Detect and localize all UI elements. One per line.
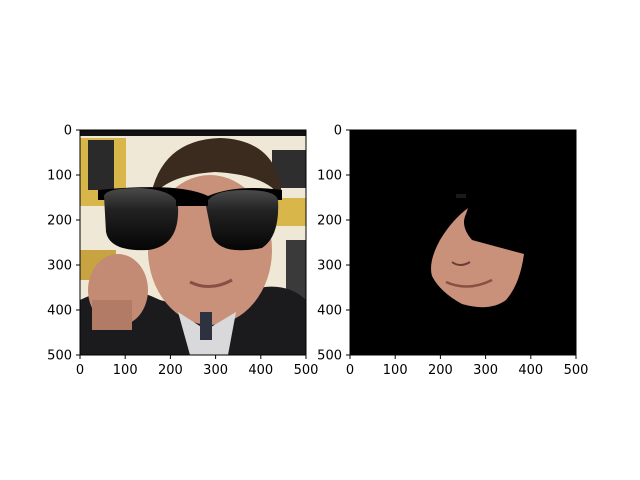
- left-xtick-label: 0: [76, 363, 84, 378]
- left-ytick-label: 500: [47, 349, 72, 364]
- right-xtick-label: 400: [518, 363, 543, 378]
- right-xtick-label: 300: [473, 363, 498, 378]
- right-axis-ticks: 0 100 200 300 400 500 0 100 200 300 400 500: [317, 124, 588, 379]
- right-ytick-label: 400: [317, 304, 342, 319]
- right-ytick-label: 100: [317, 169, 342, 184]
- left-ytick-label: 400: [47, 304, 72, 319]
- left-xtick-label: 500: [294, 363, 319, 378]
- left-xtick-label: 200: [158, 363, 183, 378]
- right-xtick-label: 500: [564, 363, 589, 378]
- left-image: [80, 130, 306, 355]
- left-ytick-label: 200: [47, 214, 72, 229]
- left-xtick-label: 100: [113, 363, 138, 378]
- right-ytick-label: 300: [317, 259, 342, 274]
- right-ytick-label: 0: [334, 124, 342, 139]
- left-axis-ticks: 0 100 200 300 400 500 0 100 200 300 400 500: [47, 124, 318, 379]
- left-xtick-label: 300: [203, 363, 228, 378]
- right-ytick-label: 200: [317, 214, 342, 229]
- sunglasses-overlay: [98, 187, 282, 251]
- right-image: [350, 130, 576, 355]
- left-ytick-label: 0: [64, 124, 72, 139]
- left-axes-frame: [79, 129, 307, 356]
- right-axes-frame: [349, 129, 577, 356]
- right-xtick-label: 0: [346, 363, 354, 378]
- right-xtick-label: 100: [383, 363, 408, 378]
- left-ytick-label: 300: [47, 259, 72, 274]
- face-mask: [431, 208, 524, 308]
- right-xtick-label: 200: [428, 363, 453, 378]
- right-ytick-label: 500: [317, 349, 342, 364]
- left-xtick-label: 400: [248, 363, 273, 378]
- left-ytick-label: 100: [47, 169, 72, 184]
